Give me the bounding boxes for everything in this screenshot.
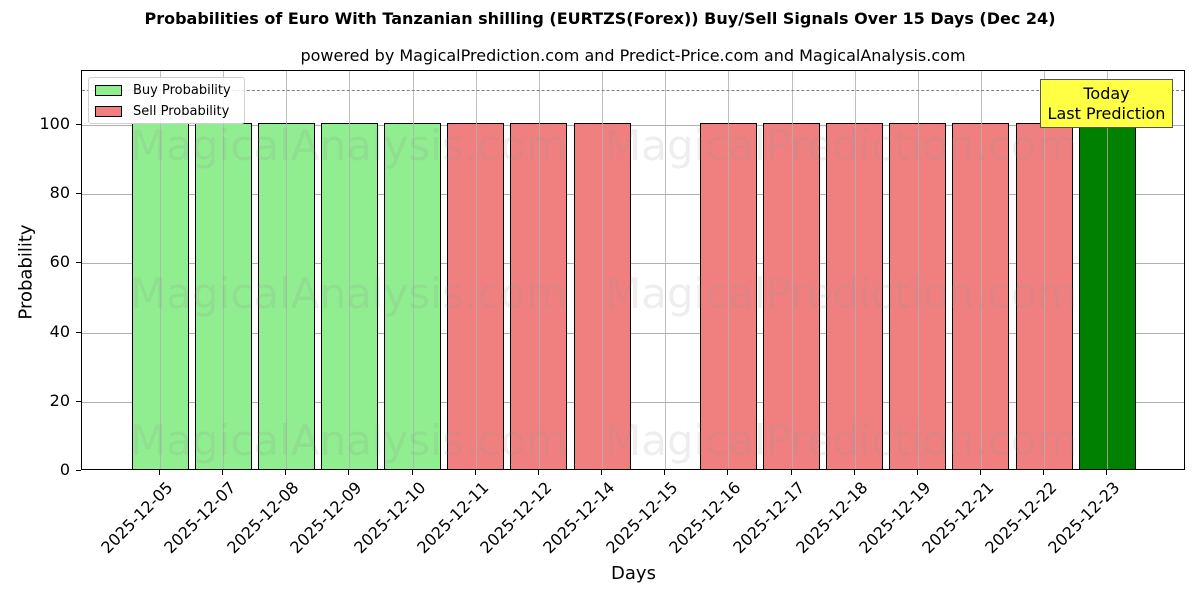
gridline-vertical [538, 71, 540, 469]
gridline-vertical [286, 71, 288, 469]
annotation-line-2: Last Prediction [1047, 104, 1166, 123]
gridline-vertical [602, 71, 604, 469]
chart-subtitle: powered by MagicalPrediction.com and Pre… [300, 46, 966, 65]
gridline-vertical [854, 71, 856, 469]
x-tick-mark [1043, 470, 1045, 475]
x-tick-mark [916, 470, 918, 475]
gridline-vertical [980, 71, 982, 469]
x-tick-mark [1106, 470, 1108, 475]
gridline-horizontal [82, 401, 1184, 403]
sell-swatch-icon [95, 105, 122, 117]
y-tick-label: 60 [49, 252, 70, 272]
y-tick-mark [76, 470, 81, 471]
x-tick-mark [537, 470, 539, 475]
y-tick-label: 40 [49, 321, 70, 341]
chart-title: Probabilities of Euro With Tanzanian shi… [144, 9, 1056, 28]
x-tick-mark [979, 470, 981, 475]
gridline-vertical [1107, 71, 1109, 469]
gridline-horizontal [82, 332, 1184, 334]
gridline-vertical [349, 71, 351, 469]
gridline-vertical [475, 71, 477, 469]
y-tick-label: 0 [59, 460, 70, 479]
x-tick-mark [285, 470, 287, 475]
annotation-line-1: Today [1083, 84, 1130, 103]
reference-line-dashed [82, 90, 1184, 92]
legend-label-sell: Sell Probability [133, 103, 230, 119]
legend: Buy Probability Sell Probability [88, 77, 245, 124]
x-tick-mark [348, 470, 350, 475]
legend-item-sell: Sell Probability [95, 103, 229, 119]
today-annotation: Today Last Prediction [1040, 79, 1173, 128]
y-tick-label: 100 [39, 113, 70, 133]
gridline-horizontal [82, 194, 1184, 196]
legend-item-buy: Buy Probability [95, 82, 231, 98]
gridline-vertical [791, 71, 793, 469]
y-tick-label: 80 [49, 183, 70, 203]
x-tick-mark [727, 470, 729, 475]
x-tick-mark [159, 470, 160, 475]
x-axis-title: Days [611, 563, 656, 584]
legend-label-buy: Buy Probability [133, 82, 231, 98]
x-tick-mark [474, 470, 476, 475]
gridline-horizontal [82, 263, 1184, 265]
x-tick-mark [853, 470, 855, 475]
gridline-vertical [728, 71, 730, 469]
plot-area: MagicalAnalysis.comMagicalPrediction.com… [81, 70, 1185, 470]
y-axis-title: Probability [15, 224, 37, 320]
x-tick-mark [222, 470, 224, 475]
y-tick-mark [76, 193, 81, 195]
gridline-vertical [412, 71, 414, 469]
y-tick-label: 20 [49, 390, 70, 410]
x-tick-mark [601, 470, 603, 475]
y-tick-mark [76, 400, 81, 402]
gridline-vertical [160, 71, 161, 469]
y-tick-mark [76, 331, 81, 333]
y-tick-mark [76, 262, 81, 264]
x-tick-mark [790, 470, 792, 475]
gridline-horizontal [82, 124, 1184, 126]
y-tick-mark [76, 123, 81, 125]
x-tick-mark [664, 470, 666, 475]
gridline-vertical [223, 71, 225, 469]
buy-swatch-icon [95, 84, 122, 96]
gridline-vertical [917, 71, 919, 469]
gridline-vertical [1044, 71, 1046, 469]
gridline-vertical [665, 71, 667, 469]
x-tick-mark [411, 470, 413, 475]
